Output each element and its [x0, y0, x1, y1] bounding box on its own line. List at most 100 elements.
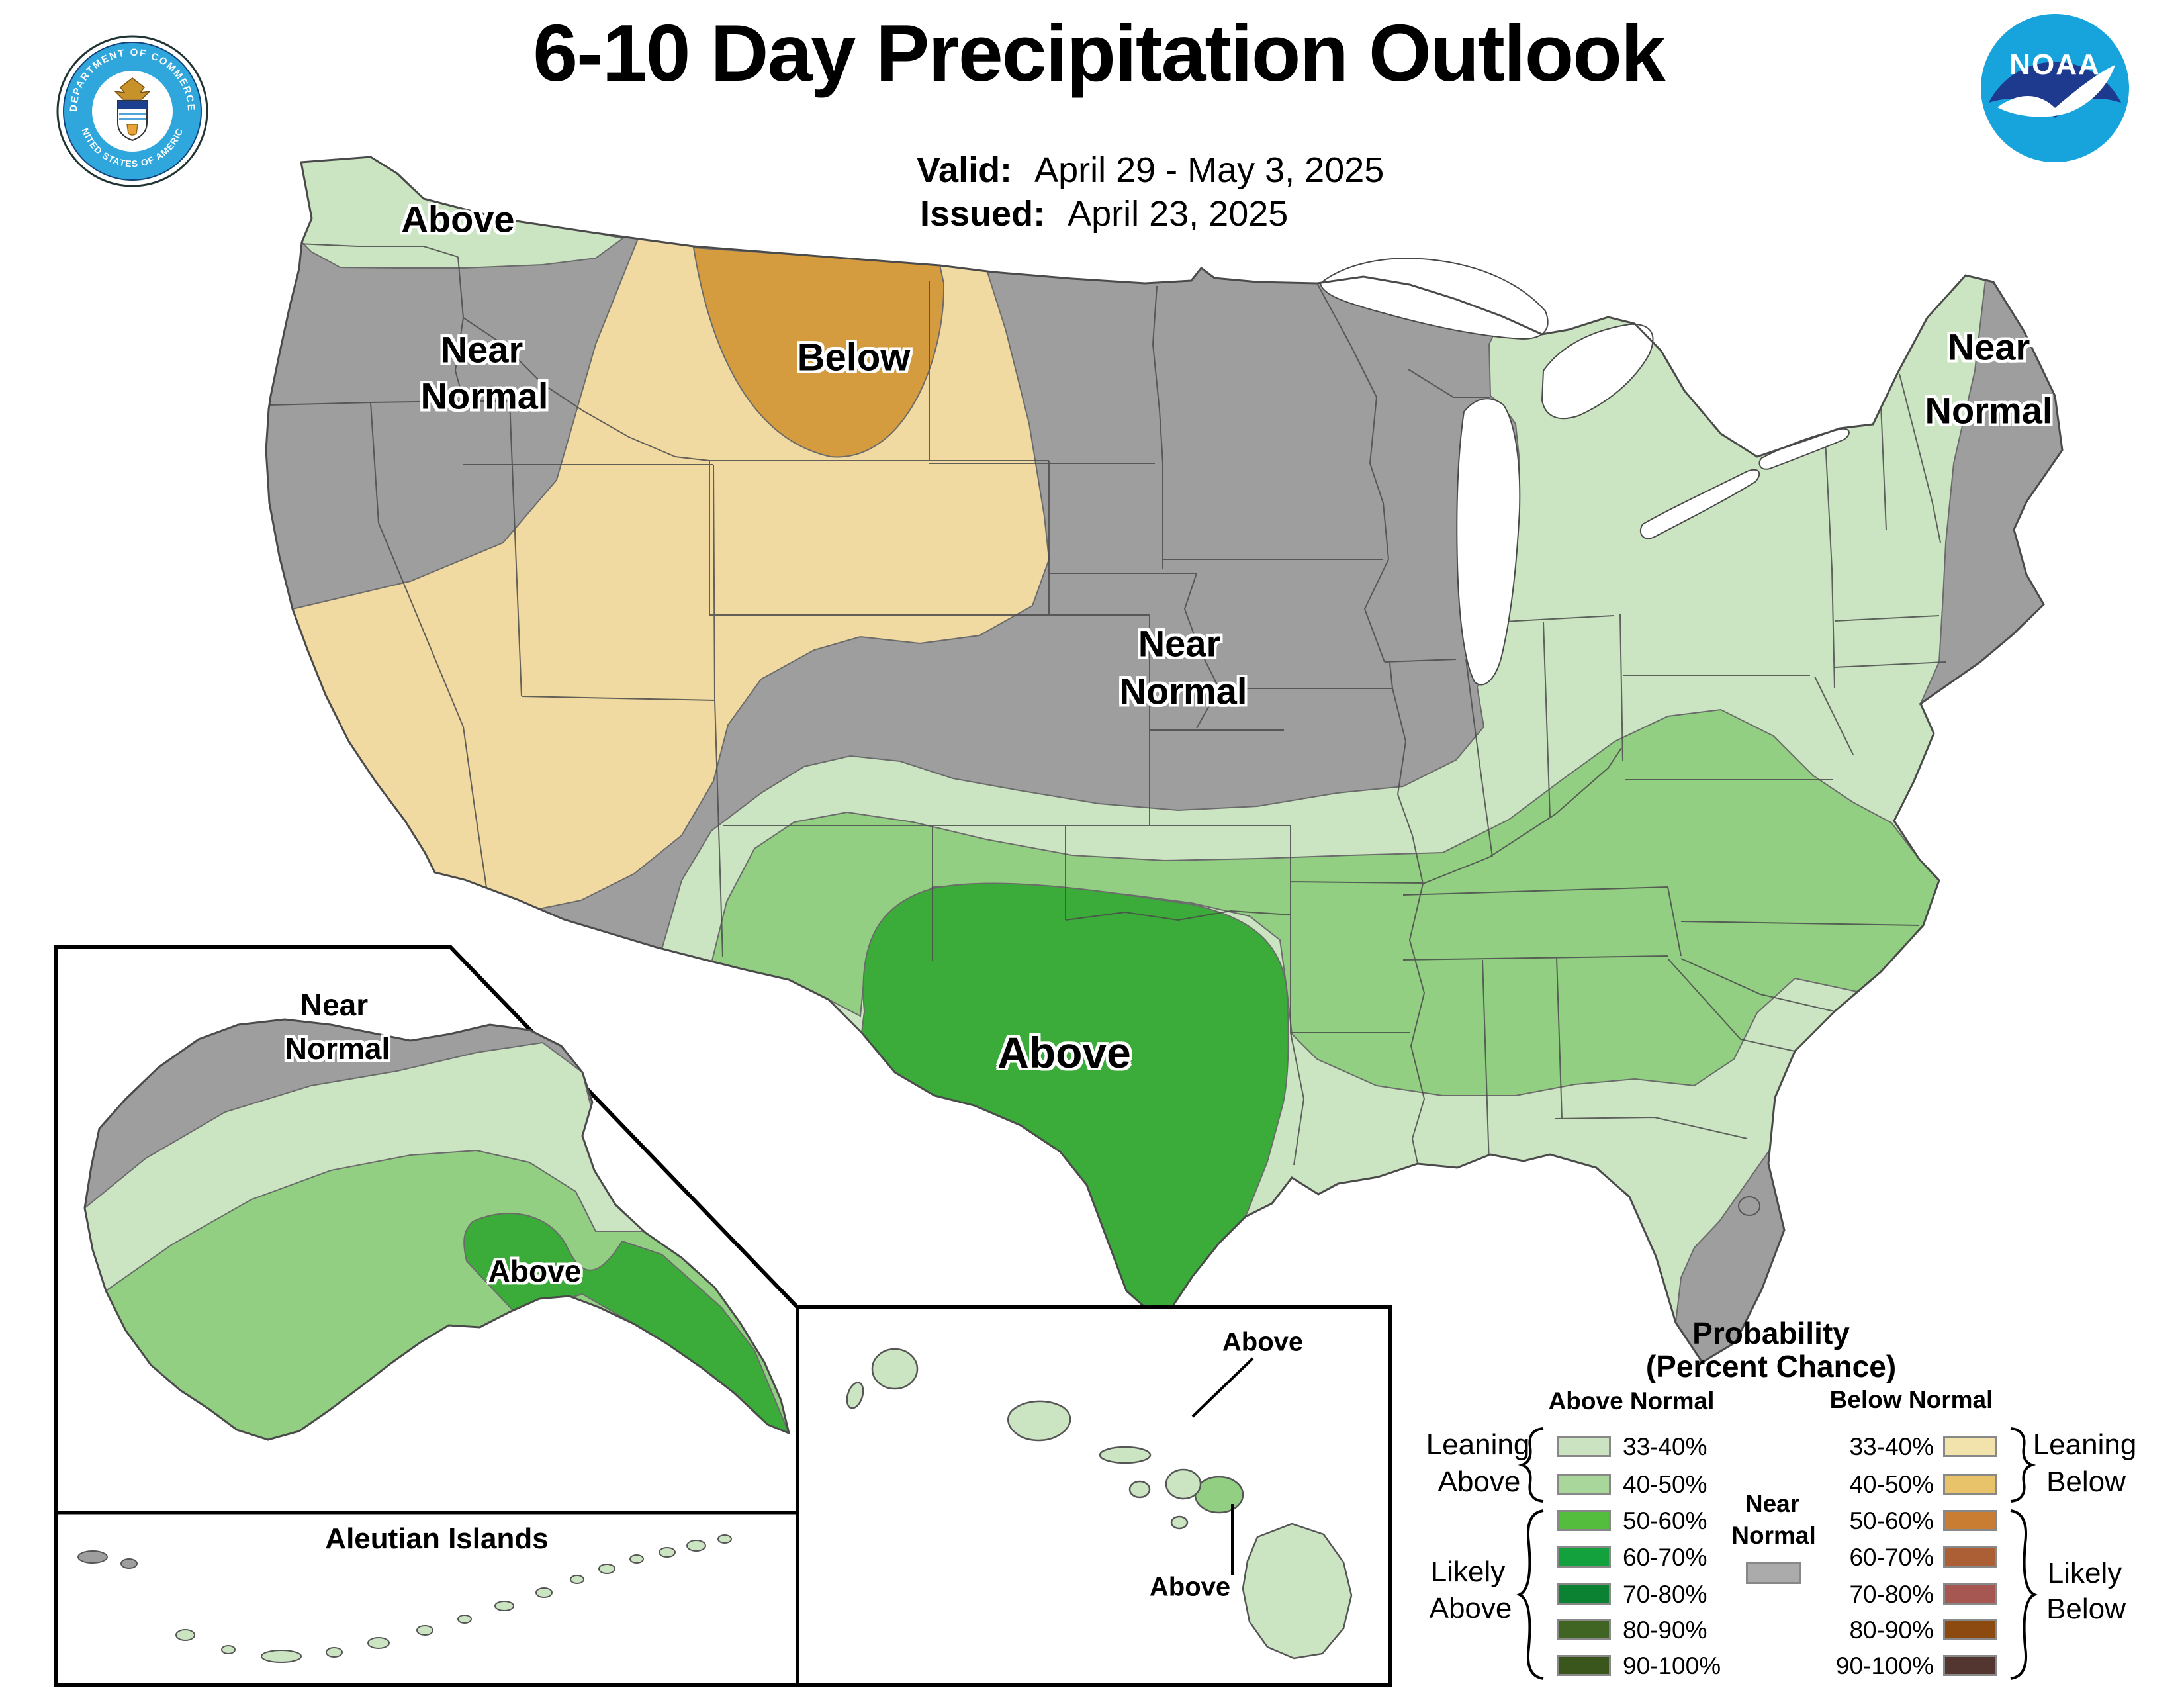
doc-seal-shield-chief	[118, 101, 147, 109]
brace-leaning-above	[1518, 1427, 1544, 1503]
swatch-above-60-70	[1557, 1546, 1611, 1568]
region-above-50-60-texas	[860, 882, 1289, 1319]
swatch-above-80-90	[1557, 1619, 1611, 1640]
label-ak-above: Above	[488, 1254, 582, 1288]
swatch-above-40-50	[1557, 1474, 1611, 1495]
aleutian-islands	[77, 1534, 732, 1663]
range-below-6: 90-100%	[1835, 1652, 1934, 1679]
doc-seal-eagle	[113, 77, 152, 100]
range-below-3: 60-70%	[1849, 1544, 1934, 1571]
legend-likely-above-1: Likely	[1430, 1556, 1506, 1588]
island-kahoolawe	[1170, 1515, 1189, 1530]
legend-above-header: Above Normal	[1548, 1387, 1715, 1415]
legend-likely-above-2: Above	[1429, 1592, 1512, 1624]
doc-seal-shield	[117, 100, 148, 142]
alaska-above-50-60	[463, 1213, 789, 1434]
label-wa-above: Above	[401, 198, 515, 240]
range-above-6: 90-100%	[1623, 1652, 1721, 1679]
legend-braces	[1516, 1427, 2038, 1680]
issued-label: Issued:	[920, 194, 1046, 234]
label-mt-below: Below	[797, 336, 911, 379]
range-above-2: 50-60%	[1623, 1507, 1707, 1534]
legend-near-1: Near	[1745, 1490, 1800, 1517]
brace-likely-above	[1516, 1509, 1544, 1680]
label-west-normal: Normal	[420, 375, 549, 417]
island-maui-west	[1165, 1468, 1202, 1500]
legend-leaning-above-1: Leaning	[1426, 1429, 1530, 1461]
valid-label: Valid:	[917, 150, 1013, 190]
island-niihau	[846, 1382, 864, 1409]
issued-value: April 23, 2025	[1068, 194, 1289, 234]
legend-title: Probability	[1692, 1316, 1850, 1350]
range-below-0: 33-40%	[1849, 1433, 1934, 1460]
lake-erie	[1639, 469, 1760, 539]
region-below-40-50	[692, 246, 945, 458]
island-molokai	[1099, 1446, 1152, 1464]
label-west-near: Near	[440, 328, 523, 371]
legend-leaning-below-2: Below	[2046, 1466, 2126, 1498]
swatch-below-40-50	[1943, 1474, 1997, 1495]
range-below-1: 40-50%	[1849, 1471, 1934, 1498]
label-ak-near: Near	[300, 988, 369, 1022]
swatch-below-80-90	[1943, 1619, 1997, 1640]
label-hi-above-2: Above	[1149, 1572, 1231, 1602]
label-tx-above: Above	[997, 1028, 1131, 1077]
hawaii-above-pointer-1	[1191, 1357, 1254, 1418]
lake-ontario	[1758, 428, 1850, 470]
state-borders	[268, 243, 1946, 1166]
alaska-outline	[83, 1018, 791, 1441]
island-hawaii	[1242, 1523, 1353, 1660]
legend-likely-below-1: Likely	[2047, 1557, 2122, 1589]
legend-subtitle: (Percent Chance)	[1645, 1349, 1897, 1383]
range-below-4: 70-80%	[1849, 1581, 1934, 1608]
swatch-above-33-40	[1557, 1436, 1611, 1457]
legend-near-2: Normal	[1731, 1522, 1816, 1549]
hawaii-islands	[846, 1348, 1353, 1660]
island-kauai	[871, 1348, 919, 1390]
valid-line: Valid: April 29 - May 3, 2025	[917, 150, 1384, 191]
noaa-seagull-icon	[1997, 65, 2115, 117]
label-aleutian-islands: Aleutian Islands	[325, 1523, 549, 1555]
swatch-near-normal	[1746, 1562, 1801, 1584]
island-maui-east	[1194, 1476, 1244, 1514]
island-lanai	[1128, 1480, 1151, 1499]
doc-seal-shield-waves	[119, 113, 146, 120]
legend-leaning-below-1: Leaning	[2032, 1429, 2137, 1461]
swatch-below-33-40	[1943, 1436, 1997, 1457]
issued-line: Issued: April 23, 2025	[920, 193, 1288, 234]
page-title: 6-10 Day Precipitation Outlook	[533, 8, 1665, 98]
brace-leaning-below	[2010, 1427, 2036, 1503]
range-above-3: 60-70%	[1623, 1544, 1707, 1571]
range-above-1: 40-50%	[1623, 1471, 1707, 1498]
lake-michigan	[1456, 398, 1521, 686]
label-plains-normal: Normal	[1119, 670, 1248, 712]
label-ne-normal: Normal	[1925, 389, 2053, 432]
swatch-below-90-100	[1943, 1655, 1997, 1676]
range-above-4: 70-80%	[1623, 1581, 1707, 1608]
alaska-inset	[54, 945, 799, 1687]
range-above-5: 80-90%	[1623, 1617, 1707, 1644]
lake-okeechobee	[1738, 1196, 1760, 1216]
swatch-above-50-60	[1557, 1510, 1611, 1531]
label-ak-normal: Normal	[285, 1031, 390, 1066]
noaa-wordmark: NOAA	[2009, 48, 2101, 81]
swatch-above-90-100	[1557, 1655, 1611, 1676]
noaa-logo: NOAA	[1981, 14, 2129, 162]
valid-value: April 29 - May 3, 2025	[1034, 150, 1385, 190]
legend-below-header: Below Normal	[1829, 1386, 1993, 1413]
label-hi-above-1: Above	[1222, 1327, 1304, 1357]
hawaii-inset	[796, 1305, 1392, 1687]
lake-huron	[1541, 323, 1654, 420]
doc-seal: DEPARTMENT OF COMMERCE UNITED STATES OF …	[0, 0, 208, 187]
range-below-2: 50-60%	[1849, 1507, 1934, 1534]
range-below-5: 80-90%	[1849, 1617, 1934, 1644]
noaa-dark-fan	[1989, 62, 2121, 118]
doc-seal-lighthouse	[126, 124, 138, 136]
legend-likely-below-2: Below	[2046, 1593, 2126, 1625]
label-plains-near: Near	[1138, 622, 1221, 665]
brace-likely-below	[2010, 1509, 2038, 1680]
island-oahu	[1007, 1400, 1071, 1442]
swatch-below-70-80	[1943, 1583, 1997, 1605]
